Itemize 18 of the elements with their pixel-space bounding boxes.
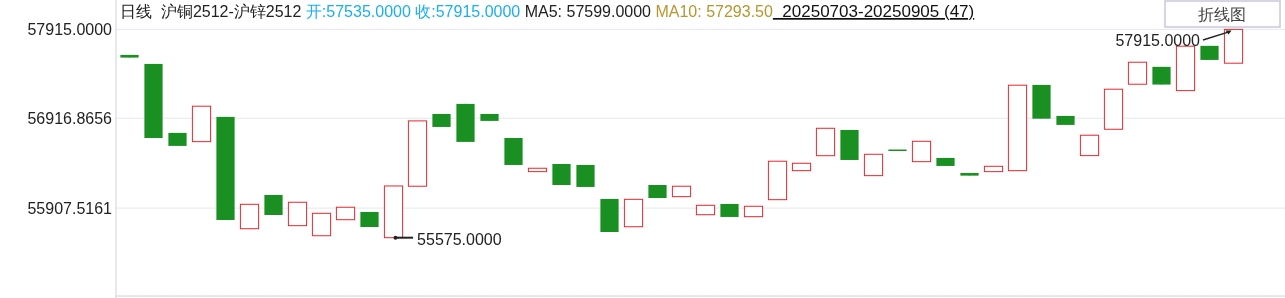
candlestick <box>911 140 932 163</box>
candlestick <box>311 212 332 237</box>
y-tick-label: 56916.8656 <box>27 110 113 128</box>
annotation: 55575.0000 <box>417 230 502 248</box>
y-tick-label: 57915.0000 <box>27 21 113 39</box>
annotation: 57915.0000 <box>1115 32 1201 49</box>
chart-type-button: 折线图 <box>1164 0 1281 28</box>
annotation: 折线图 <box>1198 6 1246 23</box>
candlestick <box>1079 134 1100 157</box>
y-tick-label: 55907.5161 <box>27 200 113 218</box>
annotation: MA5: 57599.0000 <box>520 3 652 20</box>
chart-title: 日线 沪铜2512-沪锌2512 <box>120 3 302 20</box>
annotation: 开:57535.0000 <box>301 3 411 20</box>
candlestick <box>863 153 884 177</box>
candlestick <box>1127 61 1148 85</box>
candlestick <box>287 201 308 227</box>
annotation: 收:57915.0000 <box>410 3 521 20</box>
annotation: MA10: 57293.50 <box>651 3 773 20</box>
